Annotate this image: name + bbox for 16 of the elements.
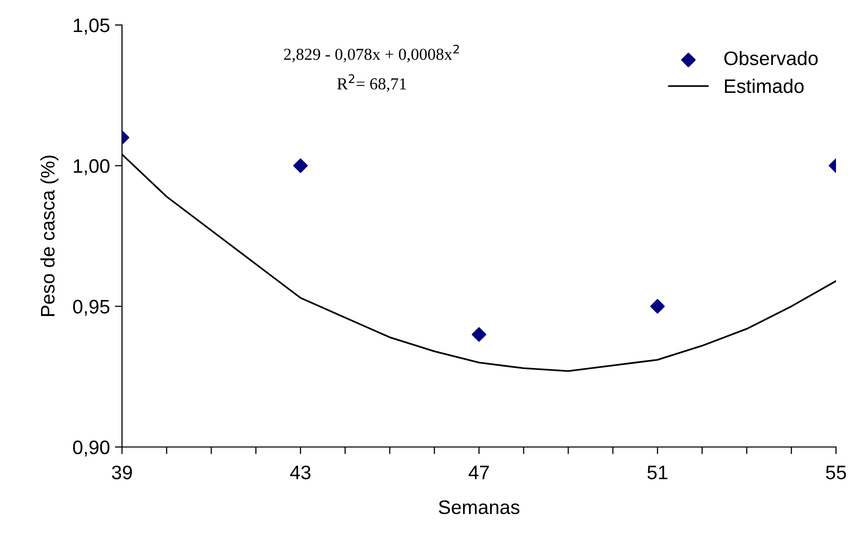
x-tick-label: 43 [290,466,310,480]
x-tick-label: 55 [826,466,846,480]
x-tick-label: 39 [112,466,132,480]
y-tick-label: 0,95 [73,300,110,316]
x-tick-label: 51 [647,466,668,480]
y-axis-title: Peso de casca (%) [40,156,58,316]
legend-label: Estimado [724,78,804,94]
y-tick-label: 1,00 [74,159,110,176]
x-tick-label: 47 [468,466,489,480]
y-tick-label: 0,90 [73,440,110,457]
annotation: R$^{2}$= 68,71 [337,74,406,92]
legend-label: Observado [724,50,818,66]
x-axis-title: Semanas [438,500,520,514]
annotation: 2,829 - 0,078x + 0,0008x$^{2}$ [284,44,459,62]
point [472,327,486,342]
y-tick-label: 1,05 [74,18,110,35]
